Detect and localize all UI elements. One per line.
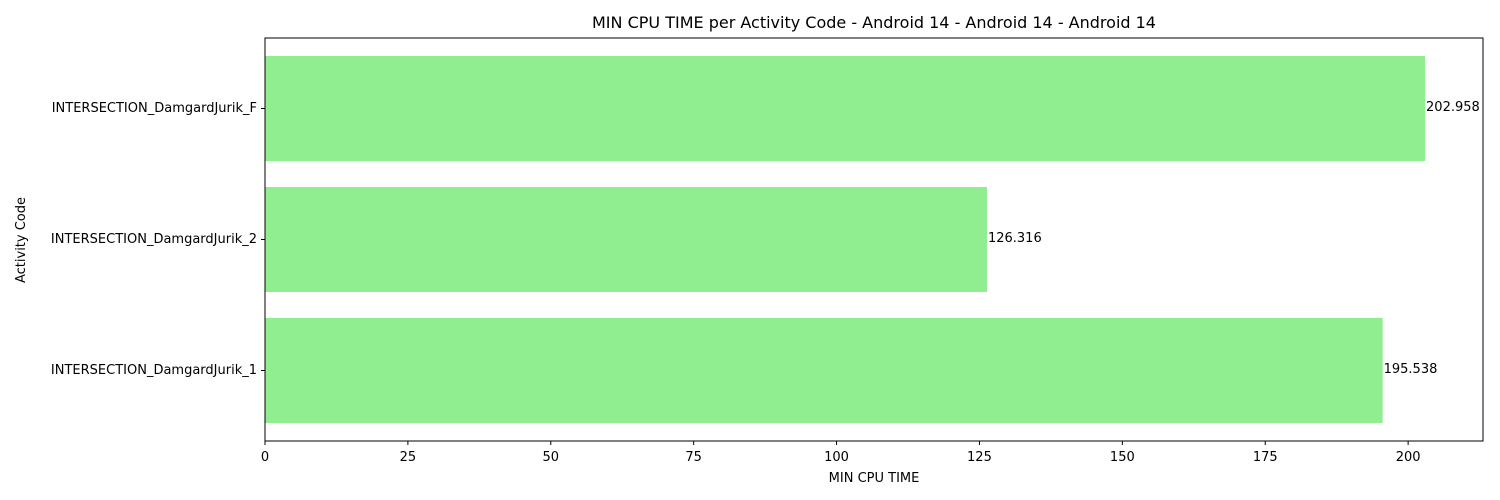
x-axis: 0 25 50 75 100 125 150 175 200 <box>261 441 1421 465</box>
bar-value-label-1: 202.958 <box>1426 100 1480 115</box>
x-tick-label-8: 200 <box>1396 450 1421 465</box>
y-axis: INTERSECTION_DamgardJurik_F INTERSECTION_… <box>51 101 265 378</box>
chart-title: MIN CPU TIME per Activity Code - Android… <box>592 13 1156 32</box>
y-tick-label-2: INTERSECTION_DamgardJurik_2 <box>51 232 257 247</box>
x-tick-label-7: 175 <box>1253 450 1278 465</box>
bar-2 <box>265 187 987 292</box>
x-tick-label-6: 150 <box>1110 450 1135 465</box>
bar-value-label-2: 126.316 <box>988 231 1042 246</box>
x-tick-label-0: 0 <box>261 450 269 465</box>
x-tick-label-3: 75 <box>685 450 702 465</box>
y-axis-label: Activity Code <box>14 197 29 283</box>
x-tick-label-2: 50 <box>543 450 560 465</box>
bars-layer <box>265 56 1426 423</box>
x-tick-label-1: 25 <box>400 450 417 465</box>
value-labels: 202.958 126.316 195.538 <box>988 100 1480 377</box>
bar-value-label-3: 195.538 <box>1384 362 1438 377</box>
bar-3 <box>265 318 1383 423</box>
y-tick-label-1: INTERSECTION_DamgardJurik_F <box>52 101 257 116</box>
bar-1 <box>265 56 1426 161</box>
y-tick-label-3: INTERSECTION_DamgardJurik_1 <box>51 363 257 378</box>
x-axis-label: MIN CPU TIME <box>829 471 920 486</box>
x-tick-label-5: 125 <box>967 450 992 465</box>
x-tick-label-4: 100 <box>824 450 849 465</box>
